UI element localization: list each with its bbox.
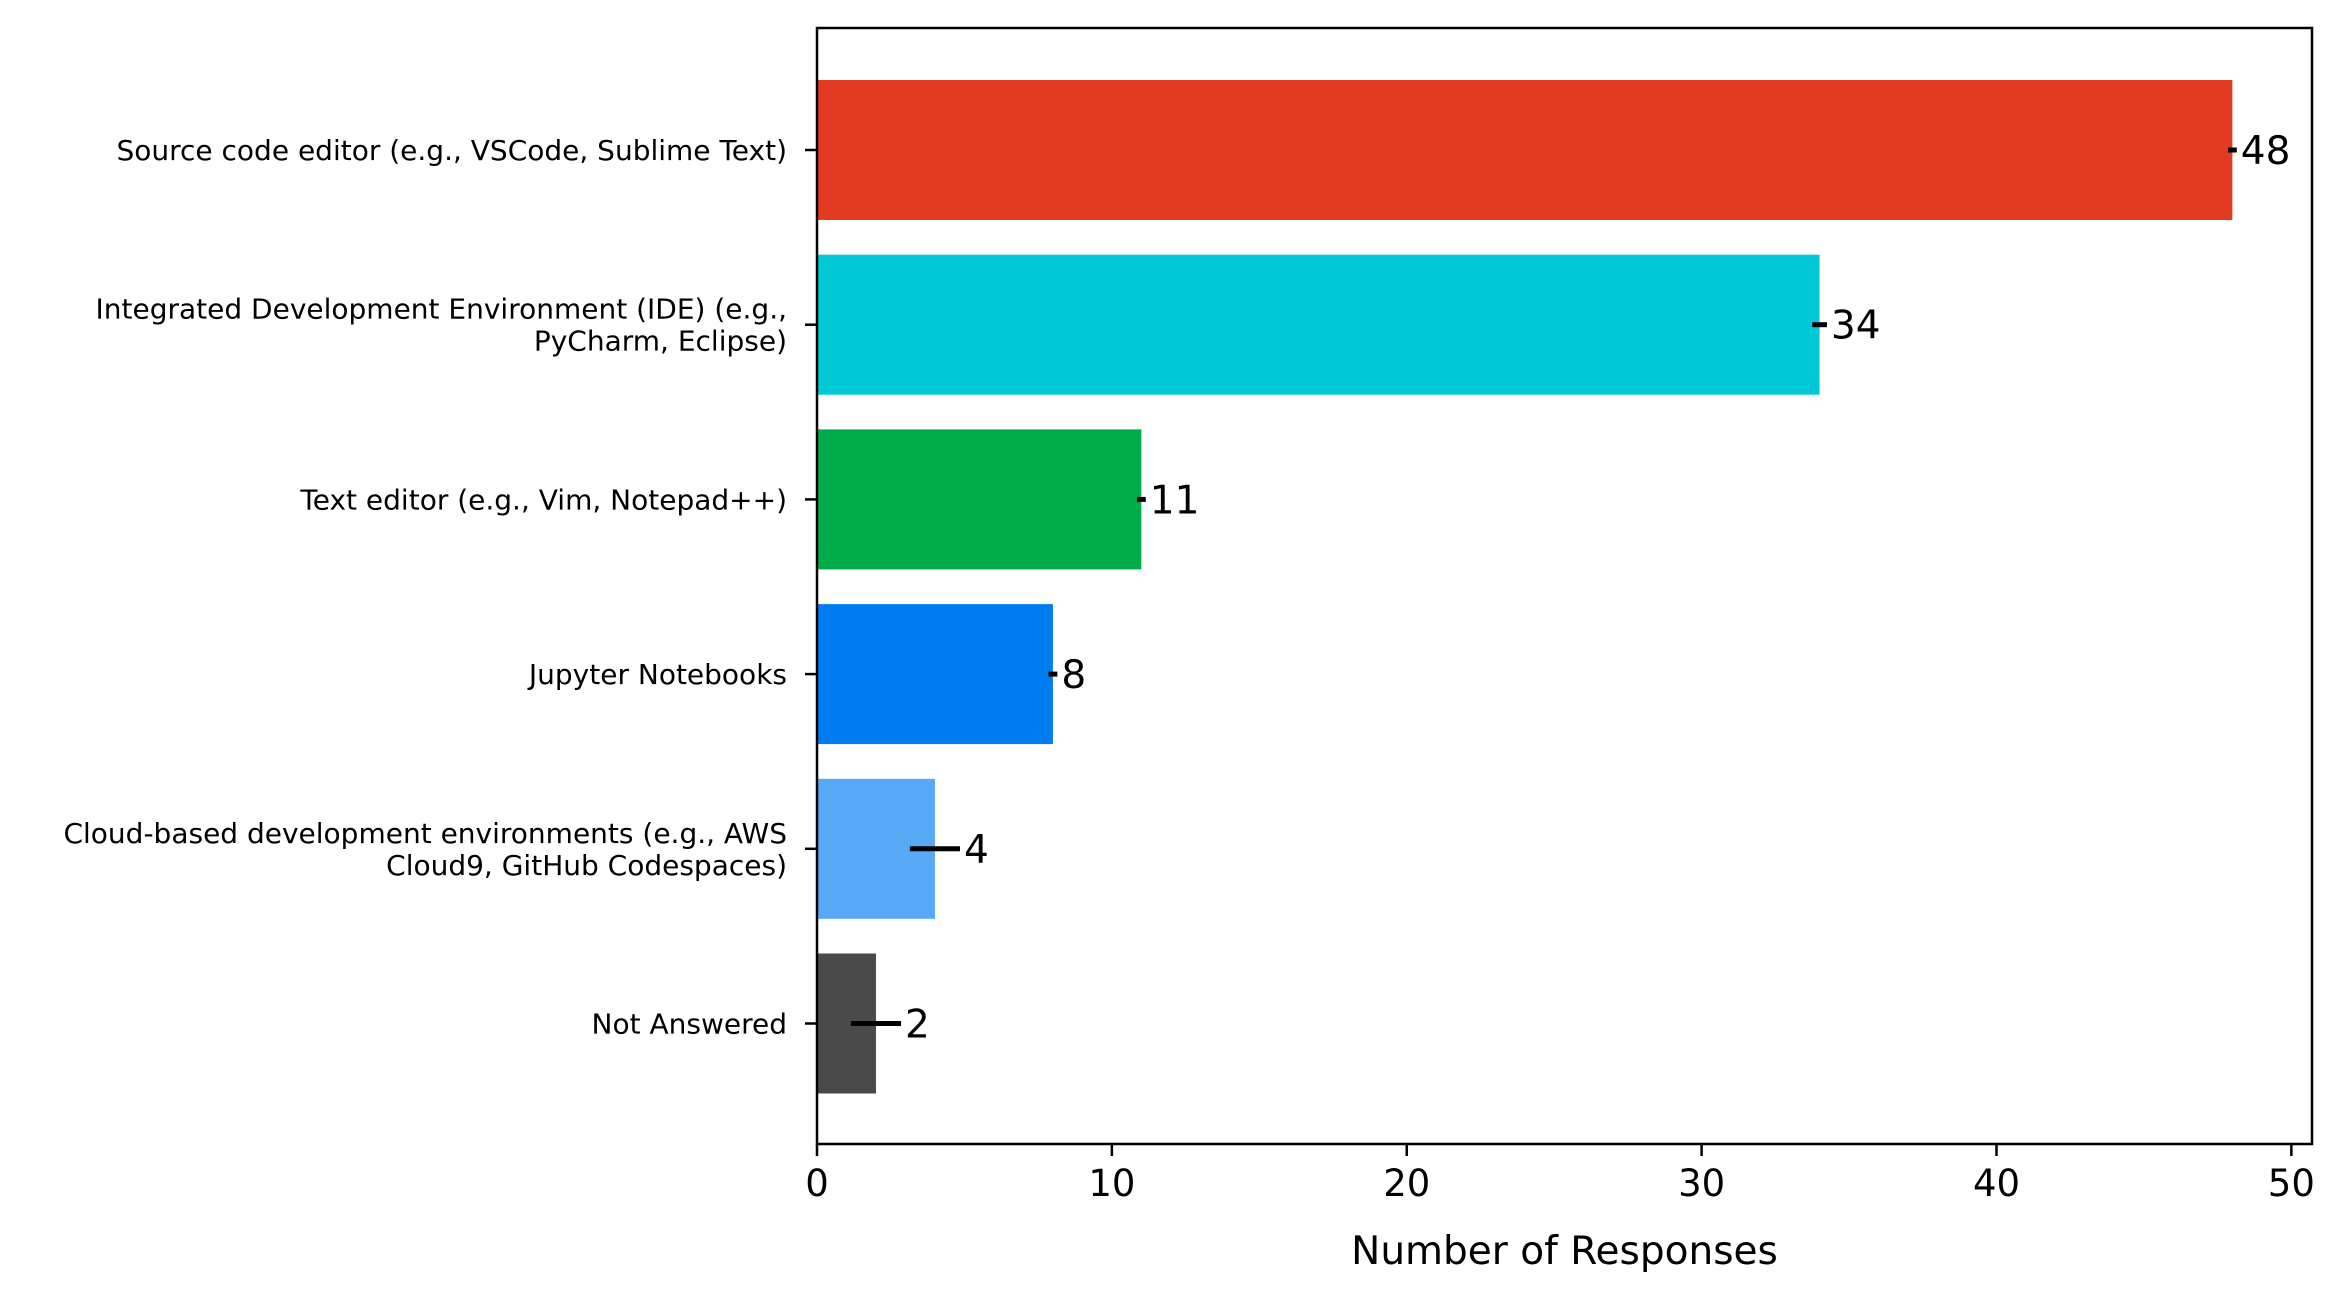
category-label-line: Text editor (e.g., Vim, Notepad++) [299, 483, 787, 516]
plot-frame [815, 26, 2314, 1146]
category-label-line: Source code editor (e.g., VSCode, Sublim… [116, 134, 787, 167]
bar-0 [817, 80, 2233, 220]
category-label-line: Integrated Development Environment (IDE)… [96, 293, 788, 326]
x-tick-label-4: 40 [1973, 1162, 2020, 1205]
value-label-2: 11 [1150, 478, 1200, 523]
value-label-1: 34 [1831, 304, 1881, 349]
error-bars-layer [850, 147, 2237, 1026]
category-label-0: Source code editor (e.g., VSCode, Sublim… [116, 134, 787, 167]
x-tick-label-5: 50 [2268, 1162, 2315, 1205]
category-label-line: PyCharm, Eclipse) [534, 325, 787, 358]
bar-1 [817, 254, 1820, 395]
category-label-line: Jupyter Notebooks [527, 658, 787, 691]
value-label-5: 2 [905, 1003, 930, 1048]
category-label-line: Cloud-based development environments (e.… [63, 817, 787, 850]
bars-layer [817, 80, 2233, 1094]
value-label-3: 8 [1061, 653, 1086, 698]
x-tick-label-2: 20 [1383, 1162, 1430, 1205]
value-label-4: 4 [964, 828, 989, 873]
category-label-1: Integrated Development Environment (IDE)… [96, 293, 788, 358]
category-label-5: Not Answered [592, 1008, 787, 1041]
category-label-3: Jupyter Notebooks [527, 658, 787, 691]
category-label-line: Not Answered [592, 1008, 787, 1041]
x-ticks-layer: 0 10 20 30 40 50 [805, 1144, 2315, 1205]
category-label-2: Text editor (e.g., Vim, Notepad++) [299, 483, 787, 516]
x-tick-label-1: 10 [1088, 1162, 1135, 1205]
x-tick-label-3: 30 [1678, 1162, 1725, 1205]
category-label-4: Cloud-based development environments (e.… [63, 817, 787, 882]
value-labels-layer: 48 34 11 8 4 2 [905, 129, 2290, 1048]
x-axis-title: Number of Responses [1351, 1229, 1778, 1274]
bar-2 [817, 429, 1142, 570]
category-labels-layer: Source code editor (e.g., VSCode, Sublim… [63, 134, 817, 1041]
bar-3 [817, 604, 1053, 745]
value-label-0: 48 [2241, 129, 2291, 174]
category-label-line: Cloud9, GitHub Codespaces) [386, 849, 787, 882]
x-tick-label-0: 0 [805, 1162, 829, 1205]
